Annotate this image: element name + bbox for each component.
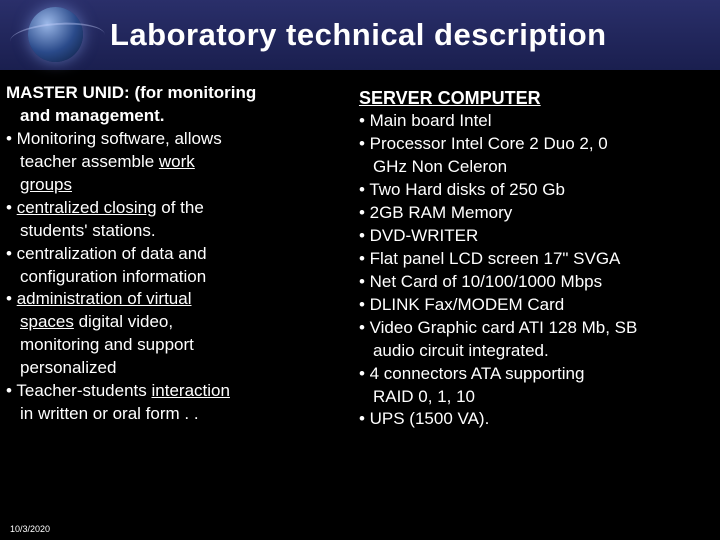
left-b2b: students' stations. [6, 220, 351, 243]
left-b5a: • Teacher-students interaction [6, 380, 351, 403]
left-b2a: • centralized closing of the [6, 197, 351, 220]
right-r7: • Net Card of 10/100/1000 Mbps [359, 271, 704, 294]
page-title: Laboratory technical description [110, 17, 607, 53]
left-b4c: monitoring and support [6, 334, 351, 357]
content-area: MASTER UNID: (for monitoring and managem… [0, 70, 720, 431]
right-r2a: • Processor Intel Core 2 Duo 2, 0 [359, 133, 704, 156]
left-b4a-bullet: • [6, 289, 17, 308]
right-r9a: • Video Graphic card ATI 128 Mb, SB [359, 317, 704, 340]
left-b1c: groups [6, 174, 351, 197]
left-b5a-u: interaction [152, 381, 230, 400]
left-b1b-u: work [159, 152, 195, 171]
left-b4b: spaces digital video, [6, 311, 351, 334]
left-b4a: • administration of virtual [6, 288, 351, 311]
left-b4d: personalized [6, 357, 351, 380]
logo-curve [9, 20, 106, 57]
right-r9b: audio circuit integrated. [359, 340, 704, 363]
logo [10, 5, 100, 65]
left-b3b: configuration information [6, 266, 351, 289]
left-b4b-u: spaces [20, 312, 74, 331]
right-r11: • UPS (1500 VA). [359, 408, 704, 431]
right-r10b: RAID 0, 1, 10 [359, 386, 704, 409]
right-column: SERVER COMPUTER • Main board Intel • Pro… [359, 82, 704, 431]
left-column: MASTER UNID: (for monitoring and managem… [6, 82, 351, 431]
left-b2a2: of the [157, 198, 204, 217]
left-b5a-text: • Teacher-students [6, 381, 152, 400]
right-r1: • Main board Intel [359, 110, 704, 133]
left-lead-1: MASTER UNID: (for monitoring [6, 82, 351, 105]
left-b3a: • centralization of data and [6, 243, 351, 266]
right-r4: • 2GB RAM Memory [359, 202, 704, 225]
right-r10a: • 4 connectors ATA supporting [359, 363, 704, 386]
right-heading: SERVER COMPUTER [359, 86, 704, 110]
right-r2b: GHz Non Celeron [359, 156, 704, 179]
left-b4a-u: administration of virtual [17, 289, 192, 308]
left-b4b2: digital video, [74, 312, 173, 331]
left-b2a-bullet: • [6, 198, 17, 217]
left-b2a-u: centralized closing [17, 198, 157, 217]
left-lead-2: and management. [6, 105, 351, 128]
right-r5: • DVD-WRITER [359, 225, 704, 248]
right-r6: • Flat panel LCD screen 17" SVGA [359, 248, 704, 271]
left-b1b-text: teacher assemble [20, 152, 159, 171]
footer-date: 10/3/2020 [10, 524, 50, 534]
right-r3: • Two Hard disks of 250 Gb [359, 179, 704, 202]
right-r8: • DLINK Fax/MODEM Card [359, 294, 704, 317]
header-bar: Laboratory technical description [0, 0, 720, 70]
left-b1b: teacher assemble work [6, 151, 351, 174]
left-b1a: • Monitoring software, allows [6, 128, 351, 151]
left-b5b: in written or oral form . . [6, 403, 351, 426]
